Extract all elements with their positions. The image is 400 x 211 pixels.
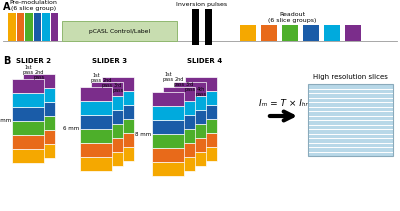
Bar: [25, 13, 32, 41]
Bar: [282, 25, 298, 41]
Bar: [324, 25, 340, 41]
Bar: [23, 88, 55, 102]
Bar: [185, 91, 217, 105]
Bar: [345, 25, 361, 41]
Bar: [16, 13, 24, 41]
Bar: [205, 9, 212, 45]
Text: Inversion pulses: Inversion pulses: [176, 2, 228, 7]
Bar: [42, 13, 50, 41]
Bar: [174, 110, 206, 124]
Bar: [102, 133, 134, 147]
Bar: [12, 79, 44, 93]
Bar: [102, 147, 134, 161]
Bar: [102, 77, 134, 91]
Bar: [152, 134, 184, 148]
Bar: [12, 149, 44, 163]
Text: 4th
pass: 4th pass: [196, 87, 206, 97]
Text: Iₘ = T × Iₕᵣ: Iₘ = T × Iₕᵣ: [259, 99, 308, 108]
Bar: [102, 105, 134, 119]
Bar: [12, 135, 44, 149]
Bar: [34, 13, 41, 41]
Text: Pre-modulation
(6 slice group): Pre-modulation (6 slice group): [10, 0, 58, 11]
Bar: [80, 87, 112, 101]
Text: SLIDER 3: SLIDER 3: [92, 58, 128, 64]
Bar: [185, 133, 217, 147]
Bar: [23, 74, 55, 88]
Bar: [174, 96, 206, 110]
Text: High resolution slices: High resolution slices: [313, 74, 388, 80]
Text: 2nd
pass: 2nd pass: [174, 77, 184, 87]
Bar: [152, 106, 184, 120]
Bar: [91, 82, 123, 96]
Bar: [152, 148, 184, 162]
Bar: [174, 124, 206, 138]
Bar: [152, 92, 184, 106]
Bar: [163, 143, 195, 157]
Bar: [80, 101, 112, 115]
Bar: [163, 87, 195, 101]
Bar: [174, 138, 206, 152]
Bar: [80, 115, 112, 129]
Bar: [91, 96, 123, 110]
Text: 6 mm: 6 mm: [63, 127, 79, 131]
Bar: [80, 143, 112, 157]
Bar: [80, 129, 112, 143]
Bar: [12, 107, 44, 121]
Bar: [240, 25, 256, 41]
Bar: [163, 157, 195, 171]
Bar: [152, 162, 184, 176]
Bar: [8, 13, 16, 41]
Bar: [91, 152, 123, 166]
Text: 3rd
pass: 3rd pass: [112, 83, 124, 93]
Bar: [185, 77, 217, 91]
Text: 1st
pass: 1st pass: [22, 65, 34, 75]
Bar: [23, 116, 55, 130]
Text: SLIDER 2: SLIDER 2: [16, 58, 50, 64]
Text: 4 mm: 4 mm: [0, 119, 11, 123]
Text: 2nd
pass: 2nd pass: [34, 70, 44, 80]
Text: 2nd
pass: 2nd pass: [102, 78, 112, 88]
Text: A: A: [3, 2, 10, 12]
Bar: [62, 21, 177, 41]
Bar: [12, 93, 44, 107]
Bar: [185, 119, 217, 133]
Text: pCASL Control/Label: pCASL Control/Label: [89, 28, 150, 34]
Bar: [50, 13, 58, 41]
Text: 3rd
pass: 3rd pass: [184, 82, 196, 92]
Text: 1st
pass: 1st pass: [90, 73, 102, 83]
Bar: [102, 119, 134, 133]
Bar: [303, 25, 319, 41]
Bar: [174, 152, 206, 166]
Text: 1st
pass: 1st pass: [162, 72, 174, 82]
Bar: [23, 144, 55, 158]
Bar: [91, 124, 123, 138]
Bar: [23, 130, 55, 144]
Bar: [91, 138, 123, 152]
Text: 8 mm: 8 mm: [135, 131, 151, 137]
Bar: [163, 129, 195, 143]
Text: SLIDER 4: SLIDER 4: [187, 58, 223, 64]
Text: Readout
(6 slice groups): Readout (6 slice groups): [268, 12, 317, 23]
Bar: [261, 25, 277, 41]
Bar: [163, 115, 195, 129]
Bar: [23, 102, 55, 116]
Bar: [91, 110, 123, 124]
Bar: [185, 105, 217, 119]
Bar: [152, 120, 184, 134]
Text: B: B: [3, 56, 10, 66]
Bar: [308, 84, 393, 156]
Bar: [80, 157, 112, 171]
Bar: [102, 91, 134, 105]
Bar: [174, 82, 206, 96]
Bar: [12, 121, 44, 135]
Bar: [185, 147, 217, 161]
Bar: [192, 9, 199, 45]
Bar: [163, 101, 195, 115]
